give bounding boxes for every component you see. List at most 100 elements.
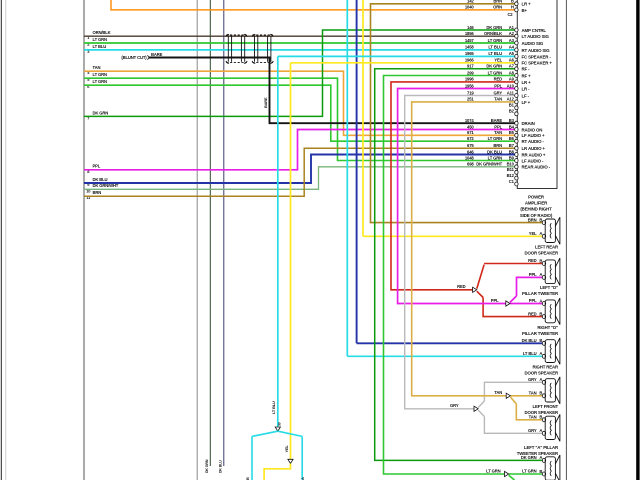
svg-text:A11: A11 xyxy=(507,90,515,95)
svg-text:C2: C2 xyxy=(507,12,513,17)
svg-text:142: 142 xyxy=(467,0,474,4)
svg-text:PPL: PPL xyxy=(529,272,537,277)
svg-text:DK BLU: DK BLU xyxy=(522,338,537,343)
svg-text:6: 6 xyxy=(87,84,90,89)
svg-text:TAN: TAN xyxy=(93,65,101,70)
svg-text:LT GRN: LT GRN xyxy=(93,37,107,42)
svg-text:LF AUDIO -: LF AUDIO - xyxy=(522,158,544,163)
svg-text:AUDIO SIG: AUDIO SIG xyxy=(522,41,544,46)
svg-text:917: 917 xyxy=(467,64,474,69)
svg-text:YEL: YEL xyxy=(284,445,289,453)
svg-text:LT BLU: LT BLU xyxy=(488,45,502,50)
svg-text:RF -: RF - xyxy=(522,67,531,72)
svg-text:GRY: GRY xyxy=(528,428,537,433)
svg-text:LT BLU: LT BLU xyxy=(488,51,502,56)
svg-text:B: B xyxy=(511,0,514,4)
svg-text:A: A xyxy=(539,351,542,356)
svg-text:LR +: LR + xyxy=(522,80,532,85)
svg-text:A: A xyxy=(539,231,542,236)
svg-text:A: A xyxy=(300,477,305,480)
svg-text:B3: B3 xyxy=(509,118,515,123)
svg-text:LT GRN: LT GRN xyxy=(522,469,536,474)
svg-text:ORN/BLK: ORN/BLK xyxy=(93,30,111,35)
svg-text:A: A xyxy=(539,428,542,433)
svg-text:RED: RED xyxy=(528,258,537,263)
svg-text:A4: A4 xyxy=(509,45,515,50)
svg-text:DK BLU: DK BLU xyxy=(93,177,108,182)
svg-text:(BLUNT CUT): (BLUNT CUT) xyxy=(121,55,147,60)
svg-text:RED: RED xyxy=(494,77,503,82)
svg-text:A: A xyxy=(539,272,542,277)
svg-text:1: 1 xyxy=(87,35,90,40)
svg-text:3: 3 xyxy=(87,49,90,54)
svg-text:AMPLIFIER: AMPLIFIER xyxy=(525,201,548,206)
svg-text:TAN: TAN xyxy=(494,130,502,135)
svg-text:LT BLU: LT BLU xyxy=(271,401,276,414)
svg-text:REAR AUDIO -: REAR AUDIO - xyxy=(522,165,551,170)
svg-text:RIGHT "D": RIGHT "D" xyxy=(537,325,558,330)
svg-text:RF +: RF + xyxy=(522,73,532,78)
svg-text:8: 8 xyxy=(87,169,90,174)
svg-text:A12: A12 xyxy=(507,97,515,102)
svg-text:DOOR SPEAKER: DOOR SPEAKER xyxy=(525,410,559,415)
svg-text:B+: B+ xyxy=(522,8,528,13)
svg-text:BARE: BARE xyxy=(263,97,268,108)
svg-text:B: B xyxy=(539,258,542,263)
svg-text:5: 5 xyxy=(87,77,90,82)
svg-text:BRN: BRN xyxy=(93,190,102,195)
svg-text:DK GRN: DK GRN xyxy=(521,455,537,460)
svg-text:PPL: PPL xyxy=(494,124,502,129)
svg-text:GRY: GRY xyxy=(528,377,537,382)
svg-text:2: 2 xyxy=(87,42,90,47)
svg-text:LEFT "A" PILLAR: LEFT "A" PILLAR xyxy=(524,445,559,450)
svg-text:POWER: POWER xyxy=(528,195,545,200)
svg-text:RT AUDIO -: RT AUDIO - xyxy=(522,139,545,144)
svg-text:10: 10 xyxy=(86,188,91,193)
svg-text:LT GRN: LT GRN xyxy=(93,79,107,84)
svg-text:1458: 1458 xyxy=(465,45,475,50)
svg-text:A: A xyxy=(539,298,542,303)
svg-text:LT GRN: LT GRN xyxy=(488,155,502,160)
svg-text:TAN: TAN xyxy=(529,391,537,396)
svg-text:LR +: LR + xyxy=(522,2,532,7)
svg-text:646: 646 xyxy=(467,149,474,154)
svg-text:PPL: PPL xyxy=(494,83,502,88)
svg-text:A5: A5 xyxy=(509,51,515,56)
svg-text:A6: A6 xyxy=(509,58,515,63)
svg-text:RT AUDIO SIG: RT AUDIO SIG xyxy=(522,48,551,53)
svg-text:B: B xyxy=(539,391,542,396)
svg-text:146: 146 xyxy=(467,25,474,30)
svg-text:PPL: PPL xyxy=(529,298,537,303)
svg-text:C1: C1 xyxy=(509,179,515,184)
svg-text:DK GRN: DK GRN xyxy=(93,110,109,115)
svg-text:1457: 1457 xyxy=(465,38,475,43)
svg-text:LF -: LF - xyxy=(522,93,530,98)
svg-text:RED: RED xyxy=(528,311,537,316)
svg-text:DOOR SPEAKER: DOOR SPEAKER xyxy=(525,251,559,256)
svg-text:DK GRN/WHT: DK GRN/WHT xyxy=(476,162,502,167)
svg-text:9: 9 xyxy=(87,182,90,187)
svg-text:ORN: ORN xyxy=(493,5,502,10)
svg-text:30: 30 xyxy=(278,422,282,426)
svg-text:B10: B10 xyxy=(507,162,515,167)
svg-text:DRAIN: DRAIN xyxy=(522,121,535,126)
svg-text:675: 675 xyxy=(467,143,474,148)
svg-text:PPL: PPL xyxy=(93,164,101,169)
svg-text:LEFT FRONT: LEFT FRONT xyxy=(532,404,558,409)
svg-text:TWEETER SPEAKER: TWEETER SPEAKER xyxy=(517,451,559,456)
svg-text:DK GRN: DK GRN xyxy=(486,64,502,69)
svg-text:DK GRN/WHT: DK GRN/WHT xyxy=(93,183,119,188)
svg-text:BRN: BRN xyxy=(493,143,502,148)
svg-text:DK BLU: DK BLU xyxy=(487,149,502,154)
svg-text:PILLAR TWEETER: PILLAR TWEETER xyxy=(522,291,559,296)
svg-text:RIGHT REAR: RIGHT REAR xyxy=(532,365,559,370)
svg-text:SIDE OF RADIO): SIDE OF RADIO) xyxy=(520,213,553,218)
svg-text:672: 672 xyxy=(467,136,474,141)
svg-text:LR -: LR - xyxy=(522,86,531,91)
svg-text:B4: B4 xyxy=(509,124,515,129)
svg-text:A3: A3 xyxy=(509,38,515,43)
svg-text:RADIO ON: RADIO ON xyxy=(522,127,543,132)
svg-text:LT GRN: LT GRN xyxy=(488,38,502,43)
svg-text:A8: A8 xyxy=(509,70,515,75)
svg-text:LT GRN: LT GRN xyxy=(93,72,107,77)
